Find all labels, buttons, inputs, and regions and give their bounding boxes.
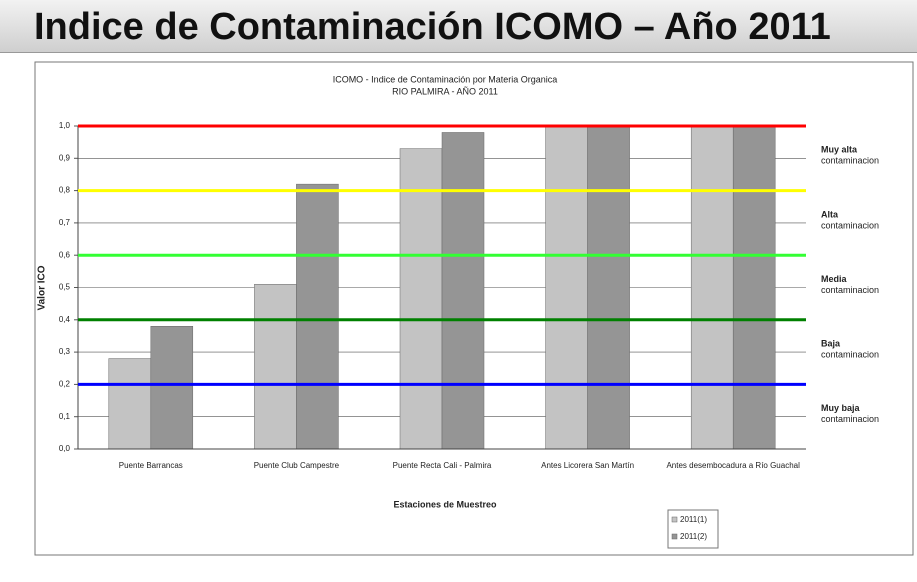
y-tick-label: 0,3: [59, 347, 71, 356]
bar: [732, 125, 776, 450]
zone-label: Media: [821, 274, 848, 284]
bar: [150, 326, 194, 450]
x-tick-label: Antes Licorera San Martín: [541, 461, 635, 470]
bar: [254, 284, 297, 450]
bar: [690, 125, 734, 450]
x-tick-label: Puente Club Campestre: [253, 461, 340, 470]
zone-label: contaminacion: [821, 220, 879, 230]
y-tick-label: 1,0: [59, 121, 71, 130]
legend-label: 2011(1): [680, 515, 707, 524]
zone-label: Muy baja: [821, 403, 861, 413]
chart-subtitle: RIO PALMIRA - AÑO 2011: [392, 86, 498, 96]
legend-swatch: [671, 533, 678, 540]
bar: [587, 125, 630, 450]
legend-box: [667, 509, 719, 549]
zone-label: contaminacion: [821, 285, 879, 295]
y-tick-label: 0,2: [59, 380, 71, 389]
y-tick-label: 0,0: [59, 444, 71, 453]
y-tick-label: 0,4: [59, 315, 71, 324]
y-tick-label: 0,7: [59, 218, 71, 227]
legend-swatch: [671, 516, 678, 523]
zone-label: contaminacion: [821, 156, 879, 166]
x-tick-label: Antes desembocadura a Río Guachal: [666, 461, 800, 470]
x-tick-label: Puente Recta Cali - Palmira: [392, 461, 492, 470]
y-axis-label: Valor ICO: [37, 265, 48, 310]
zone-label: Baja: [821, 338, 841, 348]
bar: [108, 358, 152, 450]
x-axis-label: Estaciones de Muestreo: [393, 499, 497, 509]
heading: Indice de Contaminación ICOMO – Año 2011: [34, 6, 831, 48]
y-tick-label: 0,8: [59, 186, 71, 195]
heading-bar: Indice de Contaminación ICOMO – Año 2011: [0, 0, 917, 53]
y-tick-label: 0,1: [59, 412, 71, 421]
x-tick-label: Puente Barrancas: [118, 461, 183, 470]
zone-label: Alta: [821, 209, 839, 219]
bar: [296, 183, 339, 450]
legend-label: 2011(2): [680, 532, 707, 541]
y-tick-label: 0,5: [59, 283, 71, 292]
chart-title: ICOMO - Indice de Contaminación por Mate…: [333, 74, 558, 84]
bar: [399, 148, 443, 450]
y-tick-label: 0,9: [59, 153, 71, 162]
zone-label: contaminacion: [821, 349, 879, 359]
zone-label: Muy alta: [821, 145, 858, 155]
bar: [441, 132, 485, 450]
y-tick-label: 0,6: [59, 250, 71, 259]
bar: [545, 125, 588, 450]
zone-label: contaminacion: [821, 414, 879, 424]
